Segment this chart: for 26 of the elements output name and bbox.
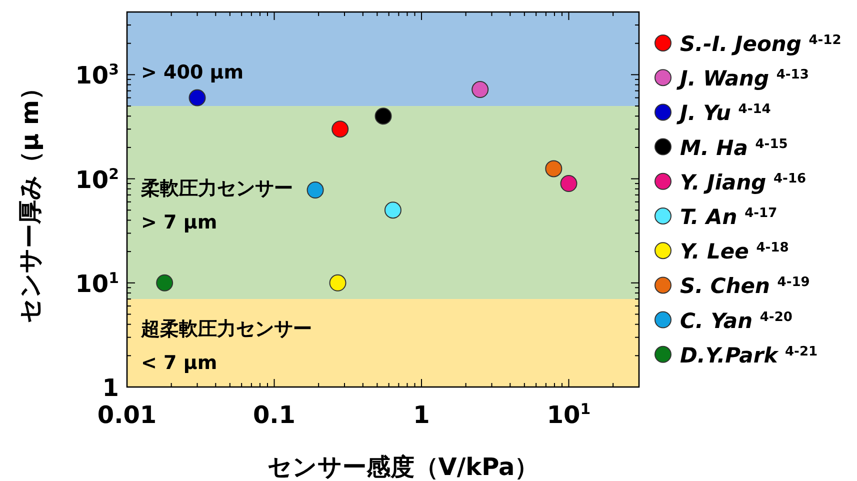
x-tick-label: 0.1	[252, 401, 296, 429]
x-tick-label: 0.01	[97, 401, 157, 429]
band: > 400 μm	[127, 12, 639, 106]
legend-label: J. Wang $^{4-13}$	[676, 66, 809, 91]
x-tick-label: 1	[413, 401, 430, 429]
band: 超柔軟圧力センサー < 7 μm	[127, 299, 639, 387]
y-tick-label: 10$^{1}$	[75, 268, 119, 298]
legend-label: Y. Jiang $^{4-16}$	[680, 170, 806, 194]
legend-label: J. Yu $^{4-14}$	[676, 101, 771, 126]
band: 柔軟圧力センサー > 7 μm	[127, 106, 639, 300]
legend-label: C. Yan $^{4-20}$	[680, 308, 792, 333]
band-label: > 400 μm	[141, 61, 244, 84]
legend-label: S. Chen $^{4-19}$	[680, 274, 810, 298]
x-axis-title: センサー感度（V/kPa）	[267, 453, 539, 481]
band-label: 超柔軟圧力センサー < 7 μm	[140, 318, 312, 374]
x-tick-label: 10$^{1}$	[546, 400, 591, 429]
legend-label: M. Ha $^{4-15}$	[680, 136, 788, 160]
legend-label: Y. Lee $^{4-18}$	[680, 240, 789, 264]
y-tick-label: 10$^{2}$	[75, 164, 119, 194]
y-axis-title: センサー厚み（μ m）	[16, 76, 44, 324]
y-tick-label: 10$^{3}$	[75, 60, 119, 90]
legend-label: S.-I. Jeong $^{4-12}$	[680, 32, 842, 56]
legend-label: T. An $^{4-17}$	[680, 205, 778, 229]
y-tick-label: 1	[102, 374, 119, 402]
band-label: 柔軟圧力センサー > 7 μm	[140, 178, 293, 234]
legend-label: D.Y.Park $^{4-21}$	[680, 343, 818, 368]
